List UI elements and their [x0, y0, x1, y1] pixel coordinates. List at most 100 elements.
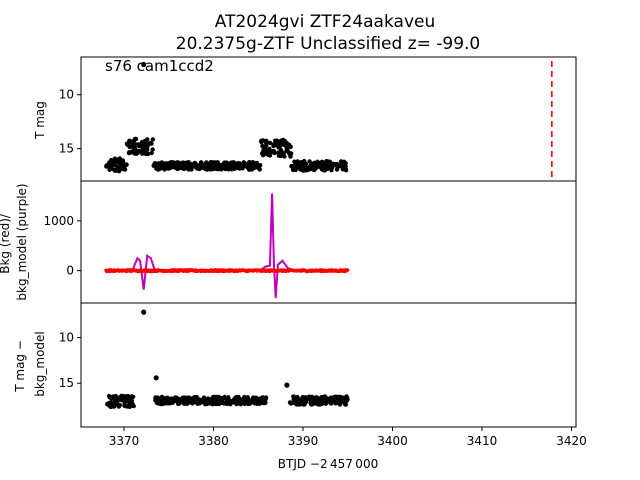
- bottom-data-point: [197, 401, 203, 406]
- bottom-data-point: [220, 400, 225, 406]
- bottom-ylabel: T mag − bkg_model: [13, 331, 47, 397]
- top-data-point: [287, 142, 292, 148]
- top-data-point: [261, 153, 266, 158]
- bottom-frame: [80, 302, 577, 428]
- chart-title-line1: AT2024gvi ZTF24aakaveu: [215, 12, 435, 32]
- bottom-data-point: [221, 396, 226, 401]
- bottom-data-point: [245, 395, 251, 401]
- top-data-point: [129, 150, 134, 155]
- top-data-point: [255, 165, 260, 170]
- top-data-point: [150, 137, 156, 142]
- top-data-point: [214, 165, 219, 171]
- bottom-ytick-label: 15: [59, 376, 74, 390]
- bottom-data-point: [153, 395, 158, 400]
- top-data-point: [194, 165, 199, 170]
- bottom-data-point: [226, 395, 231, 400]
- top-data-point: [124, 162, 129, 167]
- x-tick-label: 3410: [467, 434, 498, 448]
- top-data-point: [293, 167, 298, 173]
- top-data-point: [281, 142, 286, 147]
- top-data-point: [219, 163, 225, 168]
- bottom-data-point-outlier: [284, 382, 290, 388]
- top-ytick-label: 15: [59, 142, 74, 156]
- top-data-point-outlier: [141, 61, 147, 68]
- top-data-point: [262, 147, 267, 152]
- x-tick-label: 3420: [556, 434, 587, 448]
- bottom-data-point: [107, 400, 113, 405]
- bottom-data-point: [122, 394, 127, 399]
- top-data-point: [267, 140, 273, 146]
- bottom-data-point: [119, 393, 124, 399]
- top-data-point: [288, 154, 293, 159]
- bottom-data-point: [192, 395, 197, 400]
- x-tick-label: 3390: [288, 434, 319, 448]
- panel-middle: 0 1000 Bkg (red)/ bkg_model (purple): [0, 180, 577, 304]
- bottom-data-point: [130, 394, 136, 399]
- top-data-point: [112, 159, 117, 164]
- top-data-point: [274, 142, 279, 147]
- top-data-point: [183, 164, 188, 169]
- top-data-point: [281, 151, 286, 156]
- top-data-point: [178, 164, 183, 169]
- bottom-data-point: [124, 397, 130, 402]
- bottom-data-point: [173, 395, 178, 400]
- bottom-data-point: [297, 402, 302, 407]
- bottom-data-point-outlier: [153, 375, 159, 381]
- top-data-point: [104, 164, 109, 169]
- top-data-point: [175, 160, 180, 165]
- bottom-data-point: [180, 395, 186, 400]
- bkg-model-line: [106, 193, 348, 299]
- bottom-data-point: [117, 402, 123, 408]
- top-data-point: [276, 153, 282, 158]
- bottom-data-point: [208, 399, 214, 404]
- top-data-point: [342, 165, 347, 170]
- top-data-point: [319, 165, 324, 170]
- bottom-data-point: [313, 395, 318, 400]
- top-data-point: [193, 161, 198, 166]
- top-data-point: [297, 164, 302, 169]
- top-data-point: [189, 163, 195, 168]
- top-data-point: [272, 150, 277, 156]
- bottom-data-point: [342, 395, 347, 401]
- top-ytick-label: 10: [59, 88, 74, 102]
- bottom-data-point: [336, 394, 341, 400]
- top-data-point: [141, 142, 146, 148]
- bottom-data-point: [228, 402, 233, 407]
- top-data-point: [169, 165, 175, 170]
- top-data-point: [140, 146, 145, 151]
- top-data-point: [113, 168, 119, 173]
- middle-ylabel: Bkg (red)/ bkg_model (purple): [0, 183, 29, 300]
- top-data-point: [324, 158, 329, 164]
- top-data-point: [282, 138, 288, 144]
- top-points: [104, 61, 349, 174]
- bottom-data-point: [161, 396, 166, 401]
- bottom-data-point: [130, 403, 135, 408]
- top-data-point: [264, 139, 269, 144]
- top-data-point: [117, 156, 123, 161]
- top-data-point: [117, 161, 122, 166]
- top-data-point: [132, 144, 137, 150]
- bkg-points: [104, 268, 350, 274]
- bkg-point: [345, 268, 350, 272]
- top-data-point: [224, 160, 229, 165]
- bottom-points: [105, 309, 350, 410]
- bottom-data-point: [329, 400, 334, 405]
- x-axis-label: BTJD −2 457 000: [278, 457, 378, 471]
- top-data-point: [131, 138, 137, 144]
- bottom-data-point: [113, 393, 118, 399]
- bottom-data-point: [187, 399, 192, 404]
- top-data-point: [159, 162, 164, 167]
- top-data-point: [245, 165, 250, 170]
- panel-bottom: 10 15 T mag − bkg_model 3370 3380 3390 3400 3…: [13, 302, 587, 448]
- x-tick-label: 3400: [377, 434, 408, 448]
- bottom-data-point: [237, 398, 242, 403]
- top-data-point: [273, 138, 278, 143]
- top-data-point: [259, 138, 264, 143]
- bottom-data-point: [324, 396, 330, 401]
- top-data-point: [277, 139, 282, 144]
- bottom-data-point: [292, 399, 297, 405]
- top-data-point: [142, 150, 147, 155]
- top-data-point: [157, 166, 162, 171]
- middle-frame: [80, 180, 577, 304]
